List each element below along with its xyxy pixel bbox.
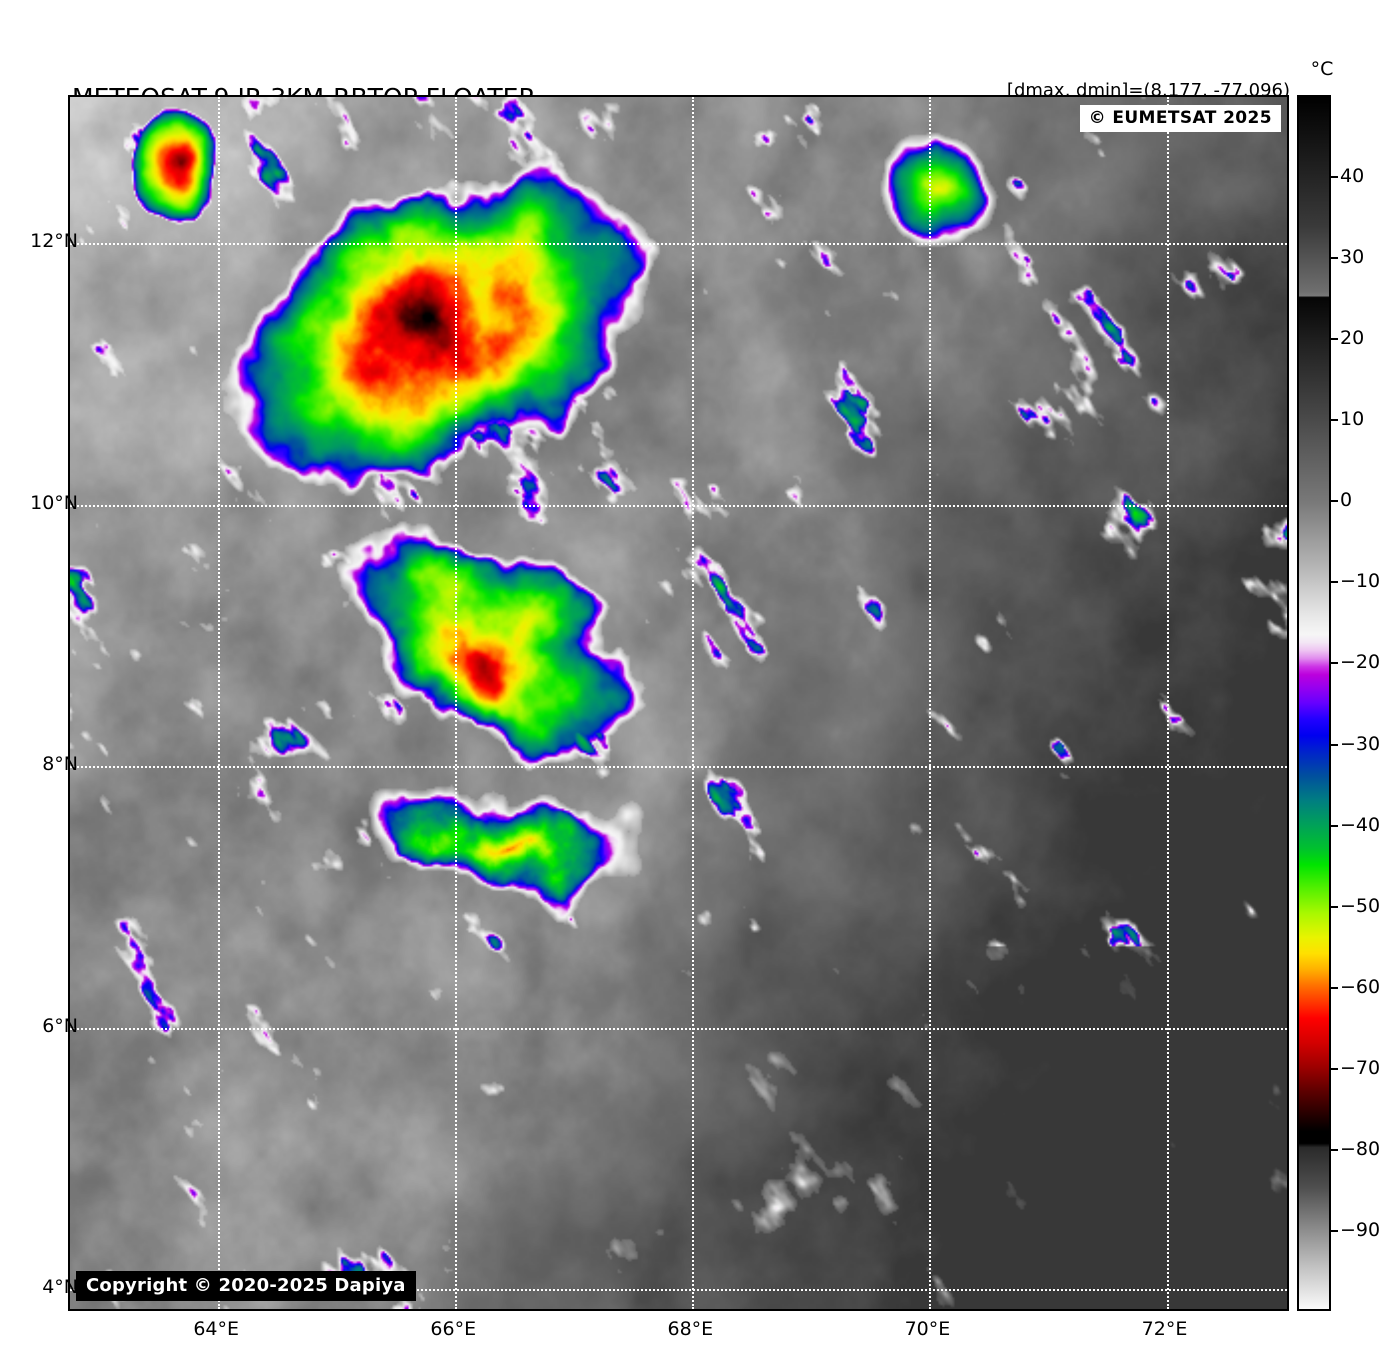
y-axis-tick-label: 8°N xyxy=(42,753,78,776)
y-axis-tick-label: 10°N xyxy=(30,491,78,514)
colorbar-tick-mark xyxy=(1331,419,1338,422)
colorbar-tick-label: 0 xyxy=(1340,489,1353,512)
x-axis-tick-label: 64°E xyxy=(193,1318,240,1340)
colorbar-tick-mark xyxy=(1331,743,1338,746)
colorbar-tick-mark xyxy=(1331,986,1338,989)
eumetsat-watermark: © EUMETSAT 2025 xyxy=(1079,105,1281,132)
colorbar-tick-mark xyxy=(1331,1148,1338,1151)
colorbar-tick-mark xyxy=(1331,500,1338,503)
colorbar-tick-label: −40 xyxy=(1340,813,1381,836)
colorbar-tick-mark xyxy=(1331,338,1338,341)
colorbar-tick-label: −60 xyxy=(1340,975,1381,998)
colorbar-tick-mark xyxy=(1331,905,1338,908)
x-axis-tick-label: 70°E xyxy=(904,1318,951,1340)
colorbar-tick-mark xyxy=(1331,1067,1338,1070)
colorbar-tick-mark xyxy=(1331,581,1338,584)
colorbar-tick-label: −30 xyxy=(1340,732,1381,755)
colorbar-tick-label: 10 xyxy=(1340,408,1365,431)
colorbar-tick-mark xyxy=(1331,824,1338,827)
colorbar-tick-label: −90 xyxy=(1340,1218,1381,1241)
colorbar-tick-label: −70 xyxy=(1340,1056,1381,1079)
colorbar-tick-label: −80 xyxy=(1340,1137,1381,1160)
colorbar-tick-label: 20 xyxy=(1340,327,1365,350)
y-axis-tick-label: 6°N xyxy=(42,1014,78,1037)
colorbar-tick-mark xyxy=(1331,662,1338,665)
colorbar-tick-label: −50 xyxy=(1340,894,1381,917)
colorbar-unit-label: °C xyxy=(1310,58,1334,80)
y-axis-tick-label: 12°N xyxy=(30,230,78,253)
colorbar-gradient-fill xyxy=(1299,97,1329,1309)
satellite-infrared-heatmap xyxy=(70,97,1287,1309)
colorbar-tick-label: 40 xyxy=(1340,165,1365,188)
x-axis-tick-label: 72°E xyxy=(1141,1318,1188,1340)
x-axis-tick-label: 68°E xyxy=(667,1318,714,1340)
colorbar-tick-mark xyxy=(1331,1229,1338,1232)
colorbar-tick-label: 30 xyxy=(1340,246,1365,269)
x-axis-tick-label: 66°E xyxy=(430,1318,477,1340)
copyright-watermark: Copyright © 2020-2025 Dapiya xyxy=(76,1271,416,1301)
colorbar-tick-label: −10 xyxy=(1340,570,1381,593)
colorbar-tick-mark xyxy=(1331,176,1338,179)
satellite-image-panel[interactable]: © EUMETSAT 2025 Copyright © 2020-2025 Da… xyxy=(68,95,1289,1311)
y-axis-tick-label: 4°N xyxy=(42,1276,78,1299)
colorbar-tick-mark xyxy=(1331,257,1338,260)
temperature-colorbar[interactable] xyxy=(1297,95,1331,1311)
colorbar-tick-label: −20 xyxy=(1340,651,1381,674)
